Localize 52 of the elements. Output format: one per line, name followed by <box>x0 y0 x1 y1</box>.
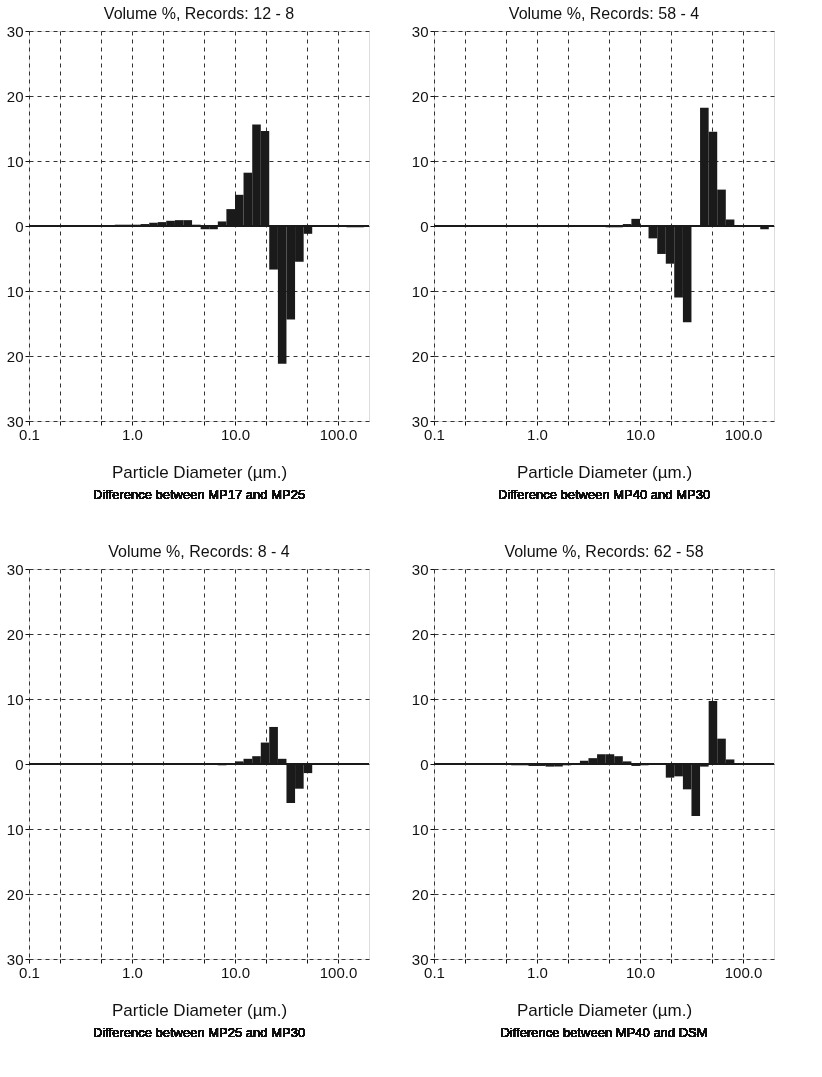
x-axis-title: Particle Diameter (µm.) <box>516 462 693 482</box>
y-tick-label: 30 <box>6 22 24 40</box>
y-tick-label: 10 <box>6 820 24 838</box>
y-tick-label: 30 <box>411 950 429 968</box>
y-tick-label: 10 <box>6 690 24 708</box>
x-tick-label: 100.0 <box>319 963 358 981</box>
chart-title: Volume %, Records: 62 - 58 <box>504 543 704 560</box>
y-tick-label: 20 <box>6 87 24 105</box>
y-tick-label: 20 <box>411 347 429 365</box>
text: Difference between MP40 and DSM <box>500 1025 708 1040</box>
y-tick-label: 20 <box>411 87 429 105</box>
y-tick-label: 20 <box>411 885 429 903</box>
y-tick-label: 0 <box>15 217 24 235</box>
x-axis-title: Particle Diameter (µm.) <box>516 1000 693 1020</box>
y-tick-label: 20 <box>411 625 429 643</box>
y-tick-label: 30 <box>411 560 429 578</box>
y-tick-label: 30 <box>6 950 24 968</box>
y-tick-label: 30 <box>6 412 24 430</box>
y-tick-label: 10 <box>411 152 429 170</box>
x-axis-title: Particle Diameter (µm.) <box>111 462 288 482</box>
y-tick-label: 30 <box>6 560 24 578</box>
x-tick-label: 100.0 <box>319 425 358 443</box>
text: Difference between MP40 and MP30 <box>497 487 711 502</box>
y-tick-label: 0 <box>15 755 24 773</box>
y-tick-label: 30 <box>411 22 429 40</box>
x-tick-label: 10.0 <box>220 963 251 981</box>
x-tick-label: 100.0 <box>724 425 763 443</box>
text: Difference between MP25 and MP30 <box>92 1025 306 1040</box>
x-tick-label: 10.0 <box>625 963 656 981</box>
x-tick-label: 100.0 <box>724 963 763 981</box>
y-tick-label: 20 <box>6 625 24 643</box>
y-tick-label: 10 <box>411 690 429 708</box>
x-tick-label: 1.0 <box>122 425 143 443</box>
x-tick-label: 1.0 <box>122 963 143 981</box>
x-tick-label: 1.0 <box>527 425 548 443</box>
y-tick-label: 10 <box>6 152 24 170</box>
x-axis-title: Particle Diameter (µm.) <box>111 1000 288 1020</box>
y-tick-label: 20 <box>6 885 24 903</box>
y-tick-label: 0 <box>420 755 429 773</box>
y-tick-label: 10 <box>6 282 24 300</box>
chart-title: Volume %, Records: 8 - 4 <box>108 543 290 560</box>
chart-title: Volume %, Records: 58 - 4 <box>508 5 700 22</box>
y-tick-label: 20 <box>6 347 24 365</box>
y-tick-label: 10 <box>411 820 429 838</box>
x-tick-label: 1.0 <box>527 963 548 981</box>
text: Difference between MP17 and MP25 <box>92 487 306 502</box>
x-tick-label: 10.0 <box>220 425 251 443</box>
y-tick-label: 0 <box>420 217 429 235</box>
y-tick-label: 30 <box>411 412 429 430</box>
chart-title: Volume %, Records: 12 - 8 <box>103 5 295 22</box>
x-tick-label: 10.0 <box>625 425 656 443</box>
y-tick-label: 10 <box>411 282 429 300</box>
